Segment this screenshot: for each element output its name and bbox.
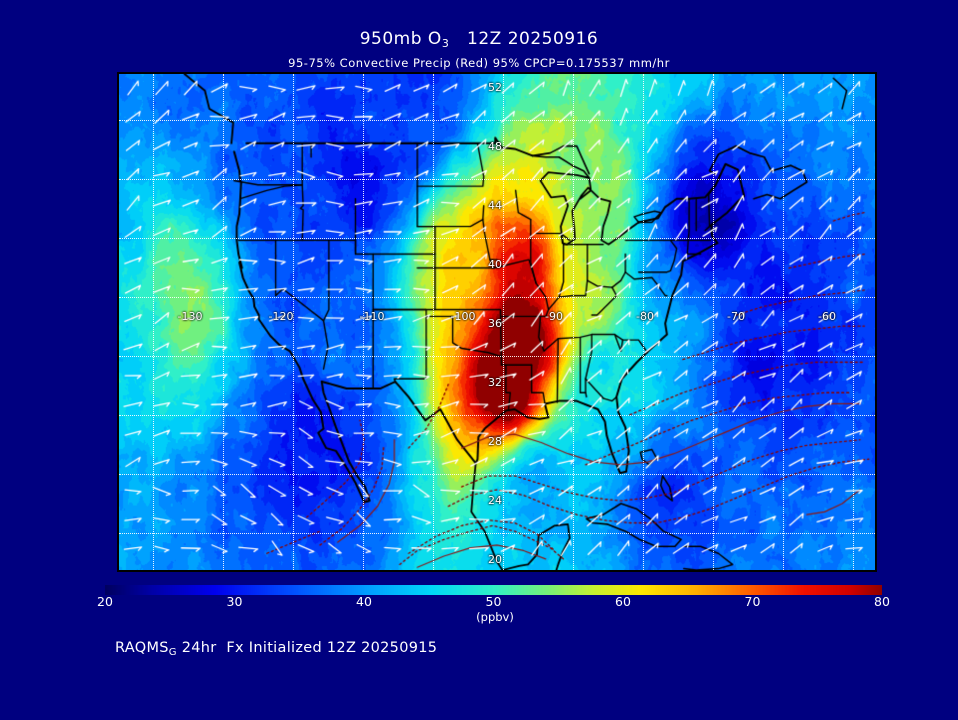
latitude-label-52: 52 [488,81,502,94]
latitude-label-40: 40 [488,258,502,271]
latitude-label-24: 24 [488,494,502,507]
caption-model-prefix: RAQMS [115,640,169,656]
gridline-meridian-1 [223,74,224,570]
longitude-label--70: -70 [727,310,745,323]
gridline-meridian-8 [713,74,714,570]
colorbar [105,580,882,595]
figure-caption: RAQMSG 24hr Fx Initialized 12Z 20250915 [115,640,437,658]
gridline-parallel-1 [119,179,875,180]
colorbar-tick-50: 50 [485,594,502,609]
caption-suffix: 24hr Fx Initialized 12Z 20250915 [176,640,438,656]
latitude-label-48: 48 [488,140,502,153]
title-main-prefix: 950mb O [359,29,442,49]
figure-subtitle: 95-75% Convective Precip (Red) 95% CPCP=… [288,56,670,70]
gridline-parallel-5 [119,415,875,416]
longitude-label--130: -130 [177,310,203,323]
colorbar-tick-80: 80 [874,594,890,609]
longitude-label--60: -60 [818,310,836,323]
gridline-meridian-10 [853,74,854,570]
gridline-meridian-5 [503,74,504,570]
longitude-label--100: -100 [450,310,476,323]
gridline-parallel-2 [119,238,875,239]
latitude-label-28: 28 [488,435,502,448]
gridline-meridian-4 [433,74,434,570]
colorbar-tick-70: 70 [744,594,761,609]
latitude-label-36: 36 [488,317,502,330]
longitude-label--90: -90 [545,310,563,323]
gridline-parallel-3 [119,297,875,298]
colorbar-tick-20: 20 [97,594,113,609]
figure-title: 950mb O3 12Z 20250916 [0,29,958,50]
colorbar-gradient [105,585,882,595]
gridline-parallel-7 [119,533,875,534]
gridline-parallel-0 [119,120,875,121]
gridline-parallel-6 [119,474,875,475]
colorbar-tick-30: 30 [226,594,243,609]
longitude-label--110: -110 [359,310,385,323]
longitude-label--80: -80 [636,310,654,323]
map-plot-area [117,72,877,572]
latitude-label-20: 20 [488,553,502,566]
title-main-suffix: 12Z 20250916 [449,29,599,49]
gridline-parallel-4 [119,356,875,357]
gridline-meridian-0 [153,74,154,570]
colorbar-units-label: (ppbv) [476,610,514,624]
longitude-label--120: -120 [268,310,294,323]
title-main-subscript: 3 [441,37,450,50]
gridline-meridian-7 [643,74,644,570]
latitude-label-44: 44 [488,199,502,212]
gridline-meridian-9 [783,74,784,570]
latitude-label-32: 32 [488,376,502,389]
caption-model-subscript: G [168,647,177,658]
gridline-meridian-3 [363,74,364,570]
gridline-meridian-6 [573,74,574,570]
colorbar-tick-60: 60 [615,594,631,609]
gridline-meridian-2 [293,74,294,570]
ozone-concentration-field [119,74,875,570]
colorbar-tick-40: 40 [356,594,372,609]
